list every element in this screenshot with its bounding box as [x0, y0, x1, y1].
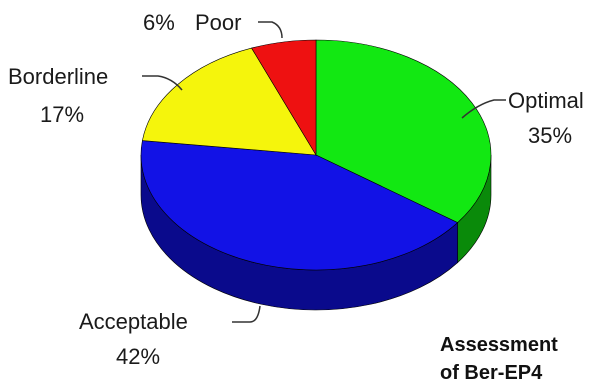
assessment-note: Assessment of Ber-EP4 [440, 334, 558, 384]
leader-line-poor [258, 21, 283, 39]
leader-line-acceptable [232, 305, 261, 323]
slice-labels: Optimal 35% Acceptable 42% Borderline 17… [8, 10, 584, 369]
slice-label-acceptable: Acceptable [79, 309, 188, 334]
pie-slice-poor [251, 39, 317, 157]
slice-label-poor: Poor [195, 10, 241, 35]
slice-value-acceptable: 42% [116, 344, 160, 369]
slice-value-borderline: 17% [40, 102, 84, 127]
slice-label-borderline: Borderline [8, 64, 108, 89]
pie-slice-acceptable [140, 140, 459, 271]
leader-line-optimal [461, 99, 506, 119]
leader-line-borderline [142, 75, 183, 91]
slice-value-optimal: 35% [528, 123, 572, 148]
assessment-note-line-2: of Ber-EP4 [440, 362, 543, 384]
pie-slice-optimal [315, 39, 492, 223]
slice-label-optimal: Optimal [508, 88, 584, 113]
pie-tops [140, 39, 492, 271]
slice-value-poor: 6% [143, 10, 175, 35]
assessment-note-line-1: Assessment [440, 334, 558, 356]
